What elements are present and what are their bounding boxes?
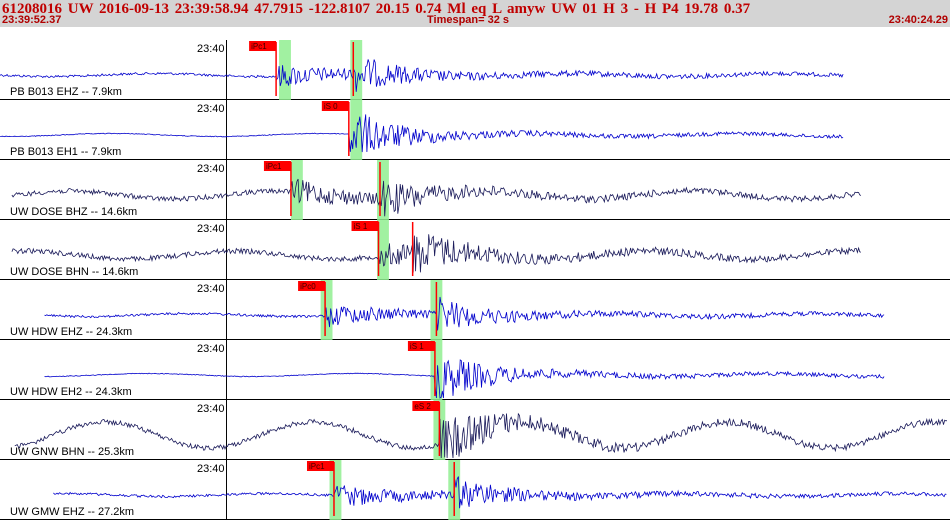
pick-highlight-band (350, 100, 363, 160)
waveform-trace (0, 59, 844, 92)
station-label: UW HDW EHZ -- 24.3km (10, 326, 132, 338)
pick-label: iPc0 (300, 282, 316, 291)
pick-label: eS 2 (414, 402, 431, 411)
waveform-trace (14, 412, 948, 459)
station-label: UW DOSE BHN -- 14.6km (10, 266, 138, 278)
pick-label: iS 0 (324, 102, 338, 111)
waveform-trace (11, 234, 862, 273)
station-label: PB B013 EHZ -- 7.9km (10, 86, 122, 98)
event-summary: 61208016 UW 2016-09-13 23:39:58.94 47.79… (2, 1, 751, 17)
pick-label-box (412, 401, 440, 411)
station-label: UW HDW EH2 -- 24.3km (10, 386, 132, 398)
pick-label-box (298, 281, 326, 291)
pick-label-box (407, 341, 435, 351)
minute-tick-label: 23:40 (197, 343, 225, 355)
waveform-trace (0, 114, 844, 153)
window-start-time: 23:39:52.37 (2, 14, 62, 26)
station-label: UW GMW EHZ -- 27.2km (10, 506, 134, 518)
pick-label: iPc1 (251, 42, 267, 51)
pick-highlight-band (377, 220, 389, 280)
pick-label-box (321, 101, 349, 111)
waveform-trace (44, 296, 885, 331)
pick-label: iPc1 (309, 462, 325, 471)
window-end-time: 23:40:24.29 (888, 14, 948, 26)
station-label: PB B013 EH1 -- 7.9km (10, 146, 121, 158)
pick-label-box (306, 461, 334, 471)
waveform-panel[interactable]: 23:40 iPc1 PB B013 EHZ -- 7.9km 23:40 iS 0 PB… (0, 40, 950, 520)
pick-highlight-band (430, 340, 443, 400)
event-header: 61208016 UW 2016-09-13 23:39:58.94 47.79… (0, 0, 950, 27)
pick-highlight-band (279, 40, 291, 100)
pick-highlight-band (350, 40, 363, 100)
timespan-label: Timespan= 32 s (427, 14, 510, 26)
minute-tick-label: 23:40 (197, 103, 225, 115)
pick-label-box (351, 221, 379, 231)
minute-tick-label: 23:40 (197, 463, 225, 475)
minute-tick-label: 23:40 (197, 223, 225, 235)
waveform-trace (53, 476, 947, 509)
minute-tick-label: 23:40 (197, 163, 225, 175)
minute-tick-label: 23:40 (197, 283, 225, 295)
minute-tick-label: 23:40 (197, 43, 225, 55)
pick-label: iS 1 (410, 342, 424, 351)
pick-label-box (249, 41, 277, 51)
station-label: UW GNW BHN -- 25.3km (10, 446, 134, 458)
station-label: UW DOSE BHZ -- 14.6km (10, 206, 137, 218)
waveform-trace (44, 359, 885, 399)
pick-label-box (263, 161, 291, 171)
minute-tick-label: 23:40 (197, 403, 225, 415)
pick-label: iPc1 (266, 162, 282, 171)
waveform-trace (11, 178, 862, 217)
pick-label: iS 1 (354, 222, 368, 231)
pick-highlight-band (290, 160, 303, 220)
